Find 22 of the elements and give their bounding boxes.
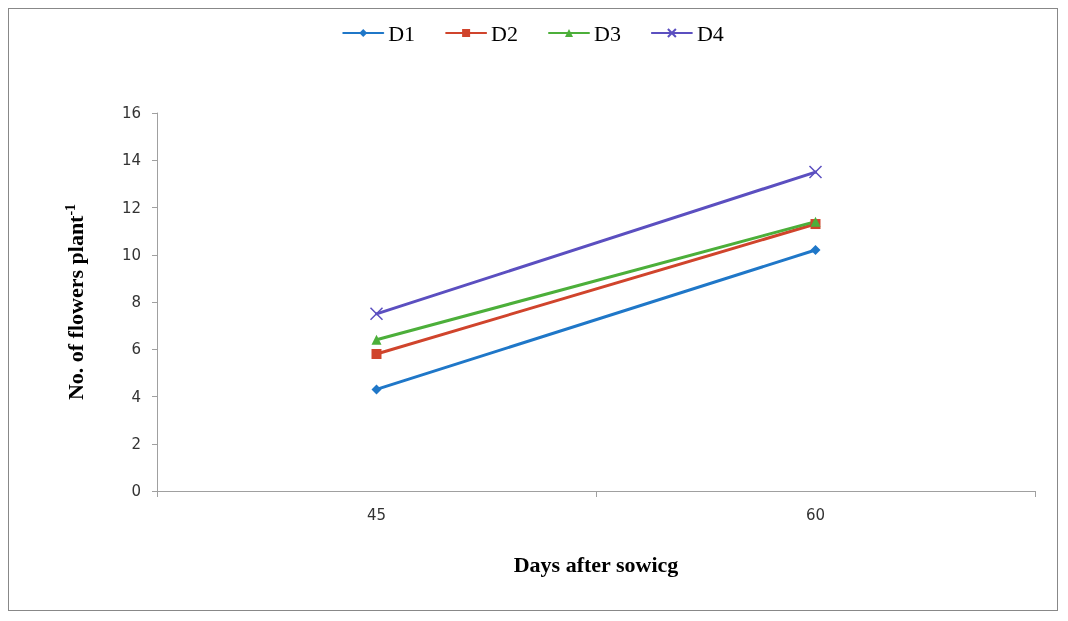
x-tick-label: 60 bbox=[805, 505, 826, 524]
legend-label: D2 bbox=[491, 20, 518, 46]
y-tick-label: 8 bbox=[131, 293, 141, 311]
point bbox=[369, 307, 384, 321]
y-tick-label: 10 bbox=[121, 245, 141, 264]
x-tick-label: 45 bbox=[366, 505, 387, 524]
y-tick-label: 16 bbox=[121, 104, 141, 122]
legend-label: D4 bbox=[696, 20, 724, 46]
x-axis-title: Days after sowicg bbox=[513, 551, 679, 577]
point bbox=[810, 245, 821, 256]
y-axis-title: No. of flowers plant-1 bbox=[62, 203, 88, 401]
y-tick-label: 14 bbox=[121, 151, 141, 170]
point bbox=[371, 348, 382, 359]
legend-label: D1 bbox=[388, 20, 416, 46]
y-tick-label: 2 bbox=[131, 434, 141, 453]
point bbox=[371, 384, 382, 395]
legend-label: D3 bbox=[594, 20, 621, 46]
y-tick-label: 0 bbox=[131, 482, 141, 500]
y-tick-label: 6 bbox=[131, 340, 141, 359]
y-tick-label: 4 bbox=[131, 387, 141, 406]
y-tick-label: 12 bbox=[121, 198, 141, 217]
point bbox=[808, 165, 823, 179]
